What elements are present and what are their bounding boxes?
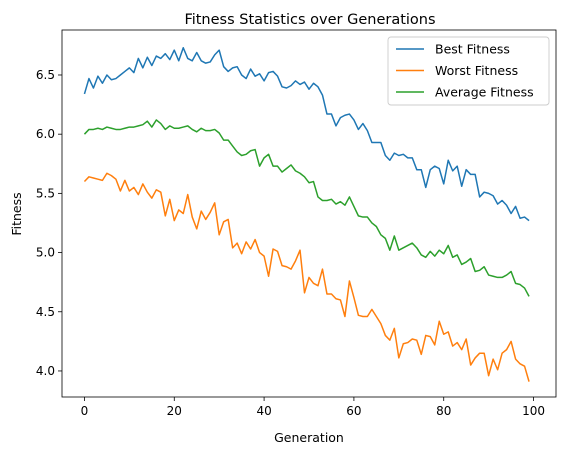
x-tick-label: 80 xyxy=(436,404,451,418)
y-axis-label: Fitness xyxy=(9,192,24,235)
x-tick-label: 40 xyxy=(256,404,271,418)
plot-area-frame xyxy=(61,29,557,398)
x-tick-label: 20 xyxy=(167,404,182,418)
y-axis: 4.0 4.5 5.0 5.5 6.0 6.5 xyxy=(36,68,62,378)
x-tick-label: 0 xyxy=(81,404,89,418)
average-fitness-line xyxy=(83,119,530,297)
series-lines xyxy=(83,47,530,382)
x-tick-label: 60 xyxy=(346,404,361,418)
y-tick-label: 6.0 xyxy=(36,127,55,141)
y-tick-label: 4.5 xyxy=(36,305,55,319)
y-tick-label: 4.0 xyxy=(36,364,55,378)
best-fitness-line xyxy=(83,47,530,222)
legend-label-average-fitness: Average Fitness xyxy=(435,85,534,100)
x-axis-label: Generation xyxy=(274,430,344,445)
legend-label-worst-fitness: Worst Fitness xyxy=(435,63,518,78)
y-tick-label: 5.0 xyxy=(36,246,55,260)
legend-label-best-fitness: Best Fitness xyxy=(435,42,510,57)
y-tick-label: 5.5 xyxy=(36,186,55,200)
y-tick-label: 6.5 xyxy=(36,68,55,82)
legend: Best Fitness Worst Fitness Average Fitness xyxy=(387,36,550,106)
x-tick-label: 100 xyxy=(522,404,545,418)
x-axis: 0 20 40 60 80 100 xyxy=(81,397,545,418)
legend-box xyxy=(387,36,550,106)
worst-fitness-line xyxy=(83,172,530,382)
chart-title: Fitness Statistics over Generations xyxy=(184,12,435,28)
